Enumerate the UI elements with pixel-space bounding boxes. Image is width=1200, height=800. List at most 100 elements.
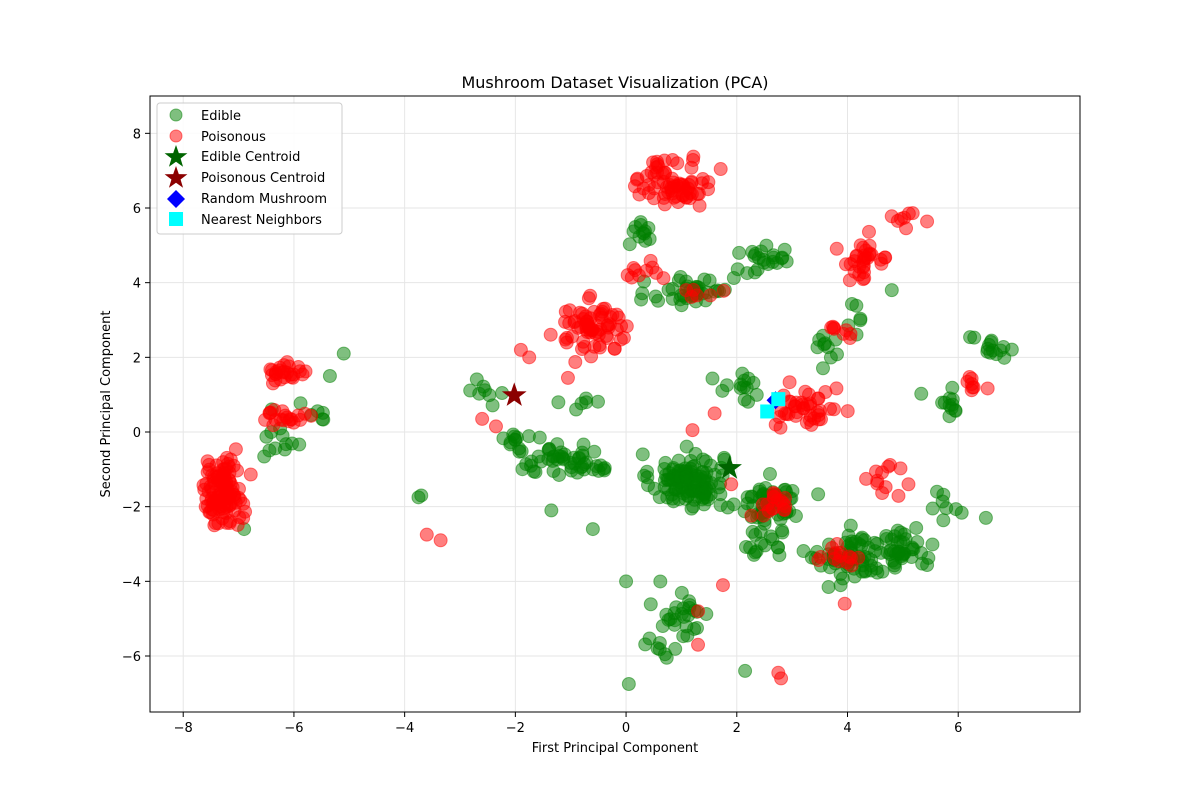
poisonous-point [694,176,709,191]
data-points [196,149,1019,691]
poisonous-point [964,377,979,392]
chart-title: Mushroom Dataset Visualization (PCA) [461,73,768,92]
poisonous-point [715,578,730,593]
edible-point [642,631,657,646]
axis-ticks: −8 −6 −4 −2 0 2 4 6 −6 −4 −2 0 2 4 6 8 [122,127,963,736]
edible-point [640,470,655,485]
edible-point [668,482,683,497]
edible-point [746,375,761,390]
edible-point [551,395,566,410]
legend-label-random-mushroom: Random Mushroom [201,192,327,207]
poisonous-point [838,257,853,272]
poisonous-point [291,408,306,423]
poisonous-point [842,273,857,288]
poisonous-point [649,265,664,280]
poisonous-point [870,473,885,488]
x-tick-label: 4 [843,721,851,736]
edible-point [921,550,936,565]
edible-point [948,403,963,418]
edible-point [743,540,758,555]
nearest-neighbor-square [771,392,786,407]
legend-label-poisonous: Poisonous [201,130,266,145]
edible-point [476,379,491,394]
poisonous-point [891,488,906,503]
poisonous-point [893,461,908,476]
edible-point [322,369,337,383]
edible-point [772,548,787,563]
edible-point [659,607,674,622]
poisonous-point [890,213,905,228]
poisonous-point [558,304,573,319]
edible-point [774,523,789,538]
poisonous-point [419,527,434,542]
poisonous-point [826,402,841,417]
poisonous-point [655,166,670,181]
poisonous-point [778,499,793,514]
edible-point [643,597,658,612]
poisonous-point [228,442,243,457]
poisonous-point [787,399,802,414]
poisonous-point [813,549,828,564]
plot-area-frame [149,95,1081,713]
poisonous-point [611,310,626,325]
edible-point [633,218,648,233]
poisonous-point [641,177,656,192]
legend-marker-poisonous-centroid [164,166,188,188]
poisonous-point [686,149,701,164]
poisonous-point [840,404,855,419]
edible-point [909,520,924,535]
edible-point [879,528,894,543]
poisonous-point [716,283,731,298]
poisonous-point [475,411,490,426]
poisonous-point [264,368,279,383]
legend-label-edible-centroid: Edible Centroid [201,150,300,165]
edible-point [939,501,954,516]
edible-point [815,361,830,376]
poisonous-point [304,408,319,423]
edible-point [936,513,951,528]
edible-point [749,387,764,402]
edible-point [925,501,940,516]
edible-point [738,663,753,678]
edible-point [653,574,668,589]
poisonous-point [691,604,706,619]
y-tick-label: 6 [133,202,141,217]
edible-point [508,433,523,447]
poisonous-point [581,291,596,306]
poisonous-point [829,381,844,396]
y-tick-label: 2 [133,351,141,366]
x-axis-label: First Principal Component [532,741,699,756]
poisonous-point [643,253,658,268]
poisonous-point [980,381,995,396]
poisonous-point [626,261,641,276]
x-tick-label: −6 [284,721,303,736]
poisonous-point [258,412,273,427]
edible-point [914,386,929,401]
poisonous-point [825,319,840,334]
edible-point [906,542,921,557]
poisonous-point [665,153,680,168]
edible-point [841,528,856,543]
poisonous-point [286,367,301,382]
edible-centroid-star [717,455,742,479]
y-tick-label: 0 [133,426,141,441]
poisonous-point [811,412,826,427]
poisonous-point [676,180,691,195]
x-tick-label: 6 [954,721,962,736]
nearest-neighbor-square [760,404,775,419]
poisonous-point [803,399,818,414]
edible-point [811,487,826,502]
poisonous-point [226,458,241,473]
poisonous-point [691,637,706,652]
poisonous-point [836,326,851,341]
poisonous-point [782,375,797,390]
poisonous-point [214,474,229,489]
poisonous-point [837,596,852,611]
poisonous-point [799,415,814,430]
edible-point [575,459,590,474]
edible-point [980,344,995,359]
edible-point [292,437,307,452]
edible-point [696,452,711,467]
edible-point [336,346,351,361]
poisonous-point [685,423,700,438]
